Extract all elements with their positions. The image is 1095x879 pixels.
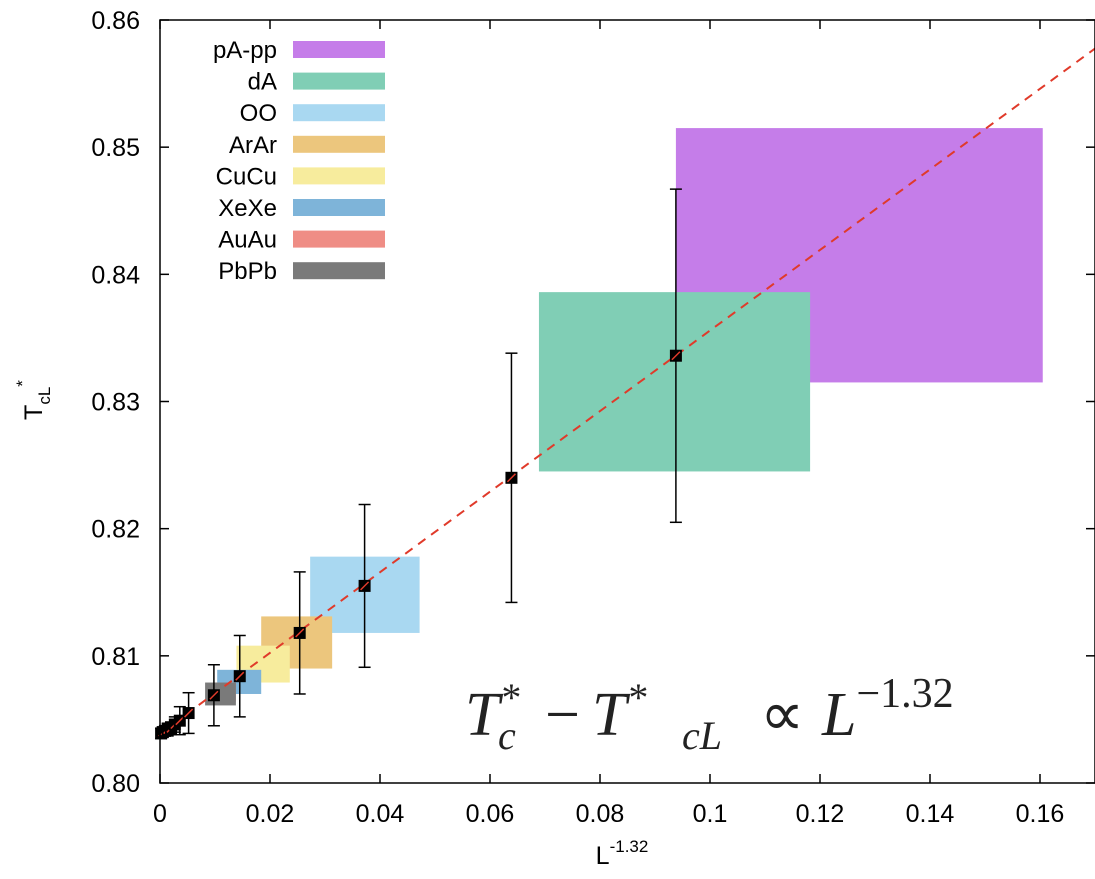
formula-power-exp: −1.32 (856, 671, 953, 717)
scaling-formula: T* c − T*cL ∝ L−1.32 (465, 671, 954, 758)
formula-power-base: L (821, 681, 856, 749)
legend-swatch-da (293, 72, 385, 90)
legend-label-auau: AuAu (218, 227, 277, 254)
x-axis-title: L-1.32 (596, 837, 649, 870)
x-tick-label-6: 0.12 (796, 800, 845, 828)
data-point-fit-dash-7 (184, 708, 194, 718)
x-axis-title-exponent: -1.32 (610, 837, 649, 856)
region-boxes (205, 128, 1043, 706)
y-tick-label-1: 0.81 (91, 643, 140, 671)
formula-rhs-sub: cL (682, 713, 722, 758)
data-point-fit-dash-8 (209, 690, 219, 700)
formula-lhs-sup: * (499, 675, 519, 720)
legend-swatch-xexe (293, 199, 385, 216)
x-tick-label-5: 0.1 (693, 800, 728, 828)
data-point-fit-dash-13 (671, 351, 681, 361)
x-tick-label-1: 0.02 (246, 800, 295, 828)
x-tick-label-4: 0.08 (576, 800, 625, 828)
legend-swatch-oo (293, 104, 385, 122)
y-tick-label-3: 0.83 (91, 389, 140, 417)
x-tick-label-0: 0 (153, 800, 167, 828)
legend-label-oo: OO (240, 100, 277, 127)
formula-lhs-sub: c (498, 713, 516, 758)
x-tick-label-7: 0.14 (906, 800, 955, 828)
data-point-fit-dash-10 (295, 628, 305, 638)
y-axis-title: TcL* (13, 380, 54, 420)
axis-ticks: 0 0.02 0.04 0.06 0.08 0.1 0.12 0.14 0.16 0.80 0.81… (91, 7, 1095, 828)
legend-label-xexe: XeXe (218, 195, 277, 222)
legend-label-pbpb: PbPb (218, 258, 277, 285)
legend: pA-pp dA OO ArAr CuCu XeXe AuAu PbPb (213, 37, 385, 285)
data-point-fit-dash-9 (235, 671, 245, 681)
legend-swatch-arar (293, 135, 385, 153)
x-tick-label-8: 0.16 (1016, 800, 1065, 828)
data-point-fit-dash-6 (175, 716, 185, 726)
data-points (155, 188, 682, 740)
region-da (538, 292, 811, 472)
data-point-fit-dash-11 (360, 581, 370, 591)
y-axis-title-subscript: cL (35, 387, 54, 405)
fit-line (159, 47, 1095, 735)
legend-swatch-auau (293, 230, 385, 248)
legend-label-pa-pp: pA-pp (213, 37, 277, 64)
y-axis-title-superscript: * (13, 380, 32, 387)
formula-lhs-base: T (465, 681, 504, 749)
data-point-fit-dash-12 (506, 473, 516, 483)
legend-label-cucu: CuCu (216, 163, 277, 190)
legend-swatch-pbpb (293, 262, 385, 280)
y-tick-label-0: 0.80 (91, 770, 140, 798)
formula-rhs-base: T (592, 681, 631, 749)
y-tick-label-5: 0.85 (91, 134, 140, 162)
legend-swatch-pa-pp (293, 41, 385, 58)
legend-label-da: dA (248, 69, 277, 96)
formula-minus: − (545, 681, 580, 749)
legend-swatch-cucu (293, 167, 385, 185)
y-axis-title-base: T (20, 405, 48, 420)
x-tick-label-3: 0.06 (466, 800, 515, 828)
x-tick-label-2: 0.04 (356, 800, 405, 828)
y-tick-label-4: 0.84 (91, 261, 140, 289)
y-tick-label-6: 0.86 (91, 7, 140, 35)
x-axis-title-base: L (596, 842, 610, 870)
formula-rhs-sup: * (626, 675, 646, 720)
y-tick-label-2: 0.82 (91, 516, 140, 544)
formula-propto: ∝ (760, 681, 804, 749)
legend-label-arar: ArAr (229, 132, 277, 159)
